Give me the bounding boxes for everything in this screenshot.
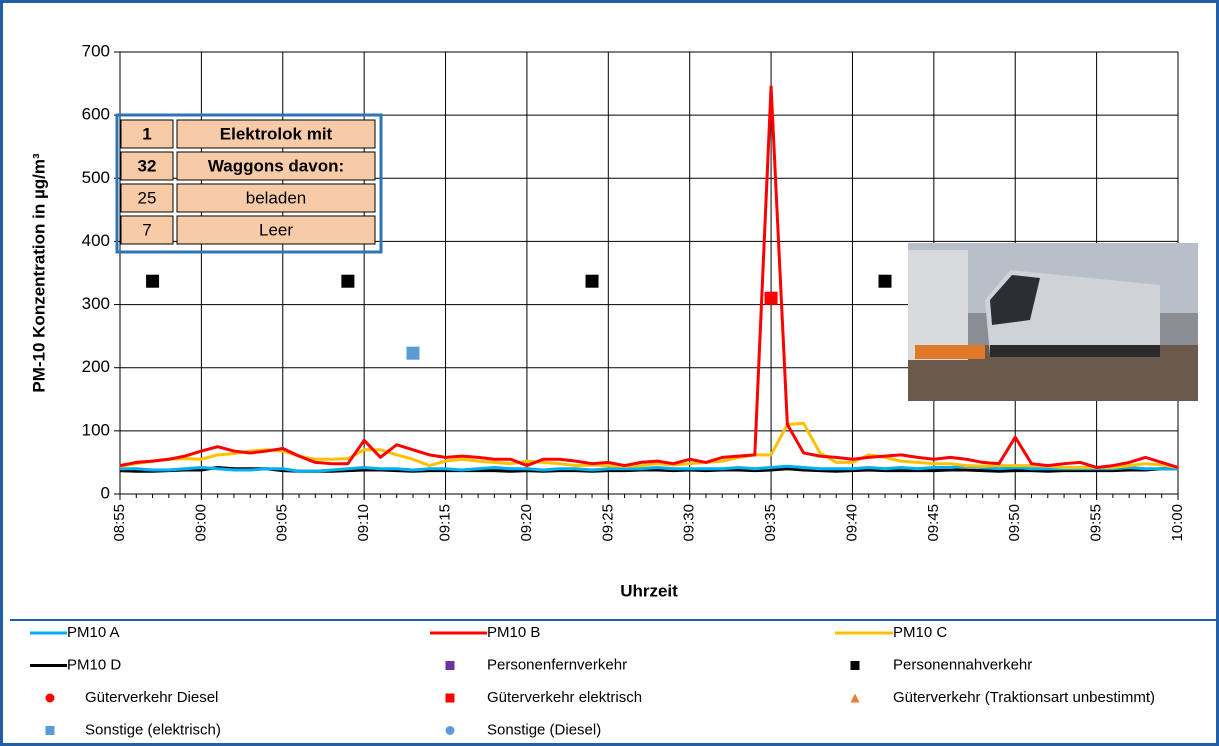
legend-marker — [851, 661, 860, 670]
event-marker — [879, 275, 892, 288]
x-tick-label: 09:40 — [843, 504, 860, 542]
x-tick-label: 08:55 — [111, 504, 128, 542]
event-marker — [586, 275, 599, 288]
y-tick-label: 700 — [82, 41, 110, 60]
legend-marker — [446, 661, 455, 670]
x-tick-label: 09:00 — [192, 504, 209, 542]
x-tick-label: 09:05 — [274, 504, 291, 542]
info-text: Elektrolok mit — [220, 124, 333, 143]
event-marker — [406, 347, 419, 360]
x-axis-title: Uhrzeit — [620, 581, 678, 600]
x-tick-label: 09:30 — [681, 504, 698, 542]
legend-marker — [446, 726, 455, 735]
y-tick-label: 300 — [82, 294, 110, 313]
legend-label: PM10 B — [487, 624, 540, 641]
y-tick-label: 100 — [82, 420, 110, 439]
chart: PM-10 Konzentration in µg/m³ Uhrzeit 010… — [0, 0, 1219, 746]
info-number: 7 — [142, 220, 151, 239]
y-tick-label: 600 — [82, 105, 110, 124]
event-marker — [341, 275, 354, 288]
legend-label: PM10 D — [67, 656, 121, 673]
legend-label: Sonstige (elektrisch) — [85, 721, 221, 738]
info-table: 1 Elektrolok mit 32 Waggons davon: 25 beladen… — [117, 115, 381, 252]
legend-label: Sonstige (Diesel) — [487, 721, 601, 738]
legend-label: Personenfernverkehr — [487, 656, 627, 673]
legend-marker — [46, 726, 55, 735]
info-text: beladen — [246, 188, 307, 207]
x-tick-label: 09:15 — [437, 504, 454, 542]
legend-label: Güterverkehr (Traktionsart unbestimmt) — [893, 689, 1155, 706]
legend-label: PM10 C — [893, 624, 947, 641]
y-tick-label: 0 — [101, 483, 110, 502]
y-axis-title: PM-10 Konzentration in µg/m³ — [29, 153, 48, 393]
x-tick-label: 09:20 — [518, 504, 535, 542]
info-text: Leer — [259, 220, 293, 239]
legend-label: Güterverkehr Diesel — [85, 689, 218, 706]
info-number: 1 — [142, 124, 151, 143]
event-marker — [765, 292, 778, 305]
locomotive-photo — [908, 243, 1198, 401]
legend-marker — [446, 694, 455, 703]
info-text: Waggons davon: — [208, 156, 344, 175]
legend-marker — [46, 694, 55, 703]
legend-label: Personennahverkehr — [893, 656, 1032, 673]
event-marker — [146, 275, 159, 288]
y-tick-label: 200 — [82, 357, 110, 376]
info-number: 32 — [138, 156, 157, 175]
x-tick-label: 09:55 — [1088, 504, 1105, 542]
y-tick-label: 500 — [82, 168, 110, 187]
x-tick-label: 09:50 — [1006, 504, 1023, 542]
legend-label: Güterverkehr elektrisch — [487, 689, 642, 706]
x-tick-label: 09:25 — [599, 504, 616, 542]
x-tick-label: 10:00 — [1169, 504, 1186, 542]
x-tick-label: 09:45 — [925, 504, 942, 542]
legend-label: PM10 A — [67, 624, 120, 641]
x-tick-label: 09:35 — [762, 504, 779, 542]
y-tick-label: 400 — [82, 231, 110, 250]
info-number: 25 — [138, 188, 157, 207]
x-tick-label: 09:10 — [355, 504, 372, 542]
